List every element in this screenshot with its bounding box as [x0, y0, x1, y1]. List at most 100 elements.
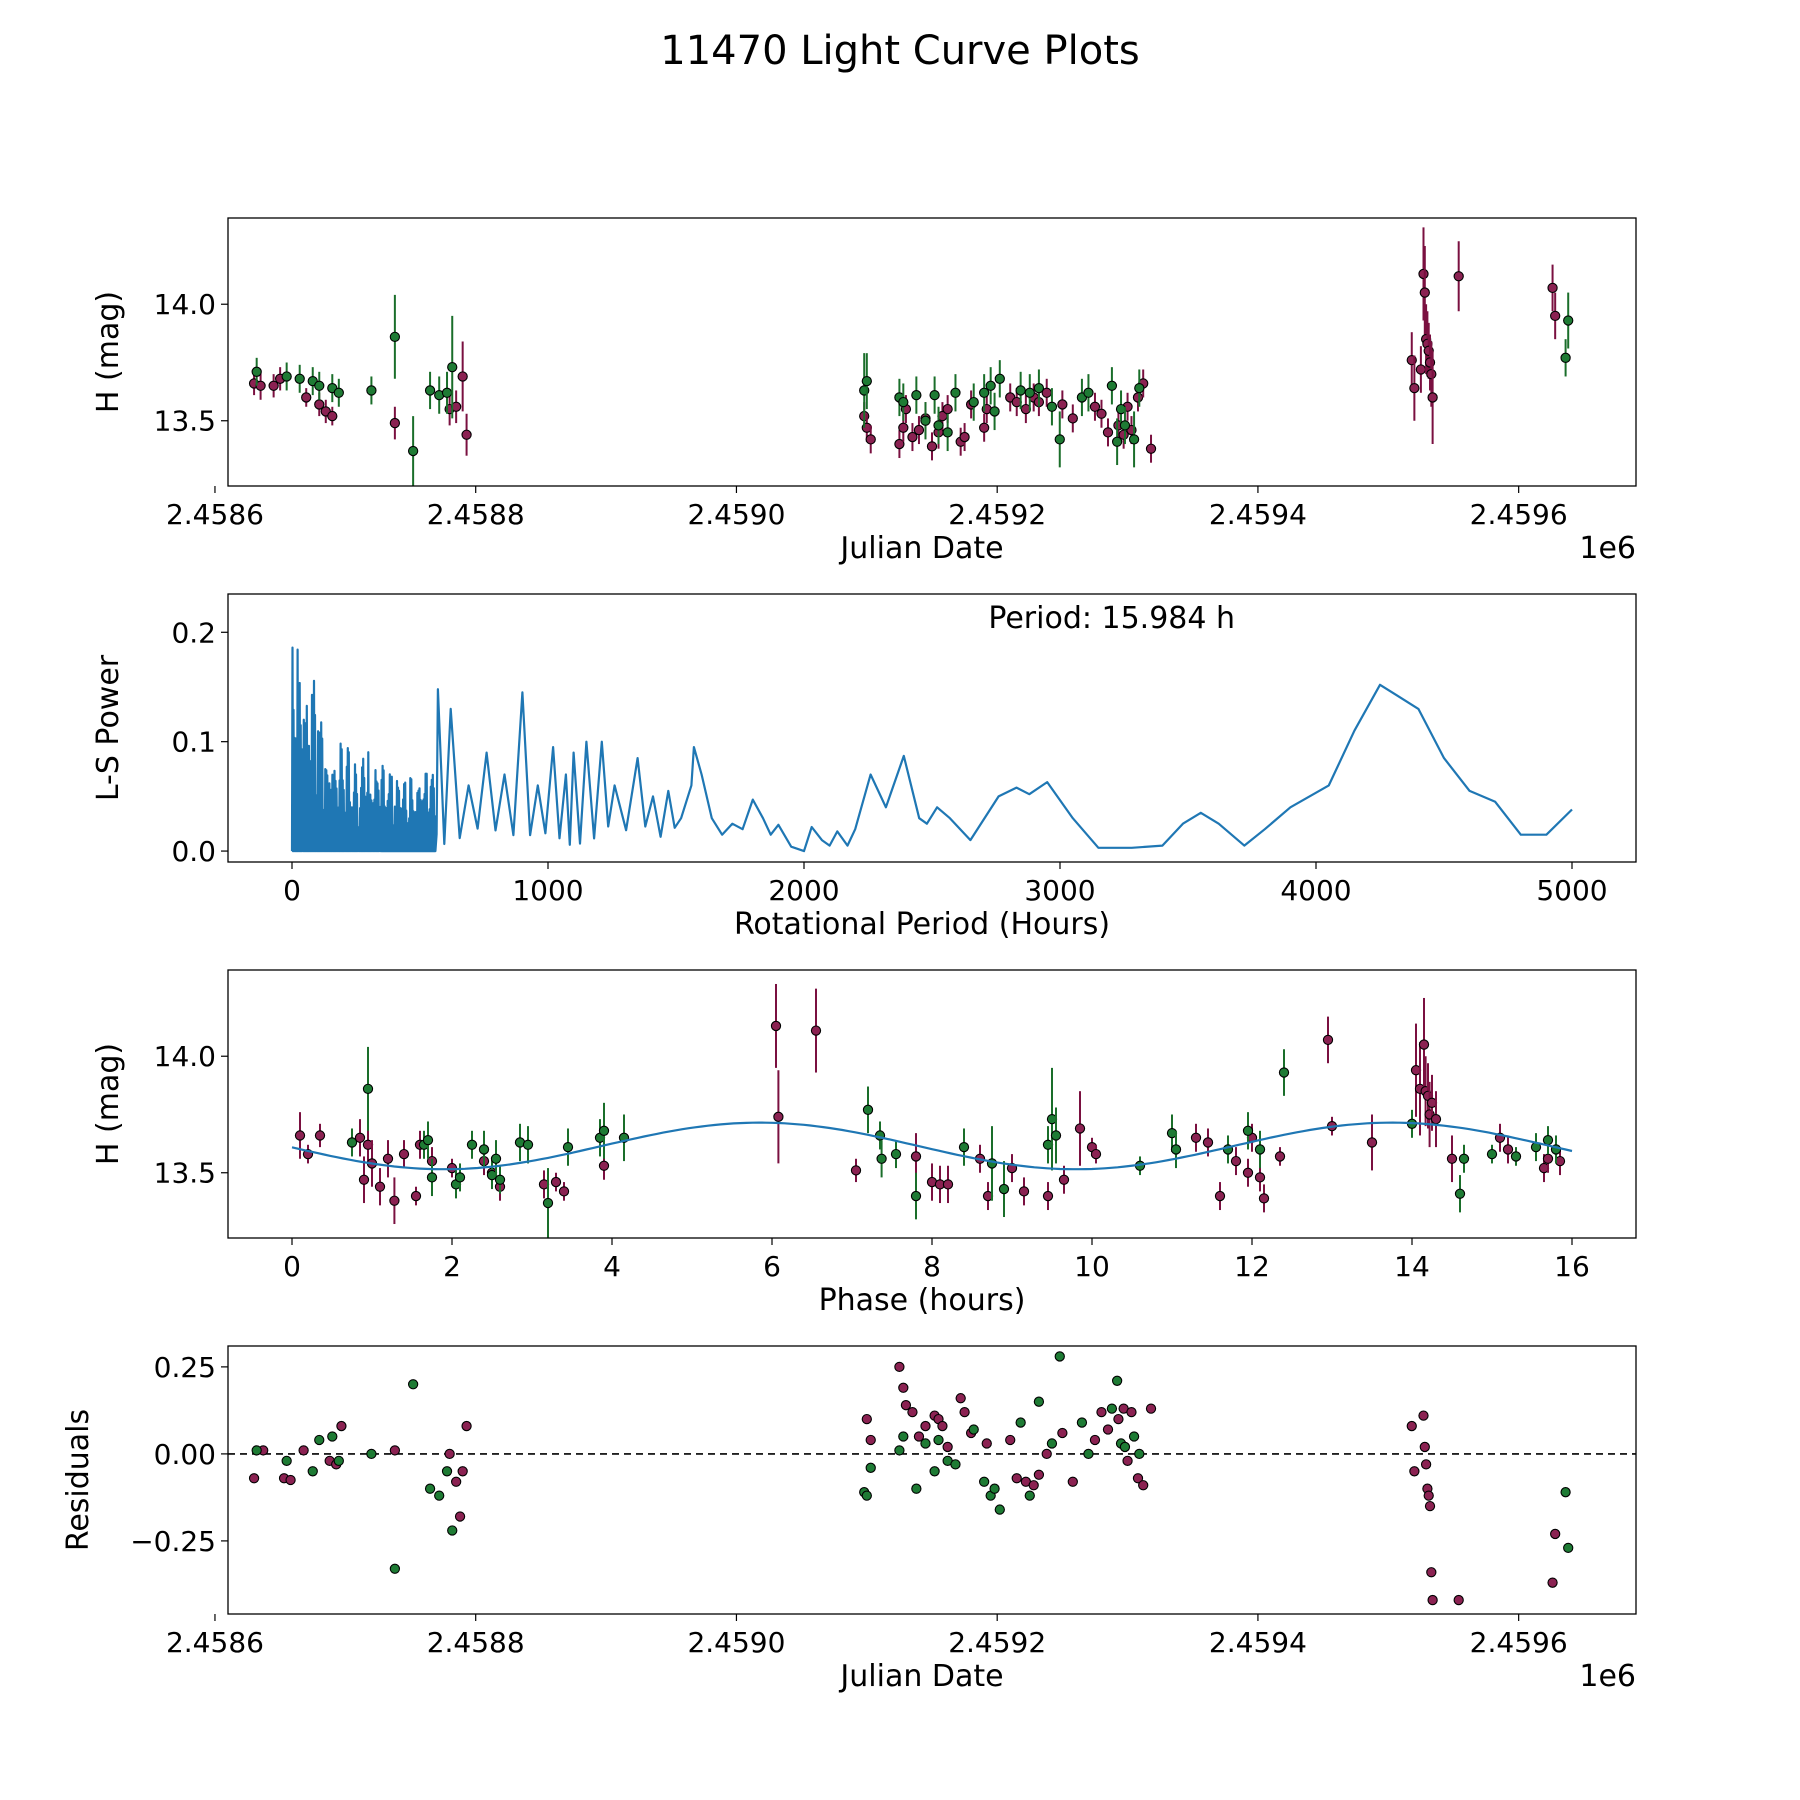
data-point: [1102, 1424, 1114, 1435]
data-point: [894, 1445, 905, 1456]
data-point: [1005, 1434, 1016, 1446]
data-point: [478, 1144, 490, 1155]
data-point: [933, 420, 944, 431]
series-a: [248, 1361, 1561, 1606]
data-point: [466, 1139, 478, 1150]
data-point: [1278, 1067, 1290, 1078]
data-point: [389, 331, 401, 343]
data-point: [1418, 268, 1429, 280]
data-point: [447, 1525, 458, 1536]
x-offset-label: 1e6: [1579, 531, 1636, 566]
data-point: [920, 415, 931, 426]
data-point: [1054, 434, 1065, 445]
x-tick-label: 2.4590: [687, 498, 785, 531]
data-point: [898, 1431, 909, 1442]
data-point: [894, 438, 905, 450]
data-point: [1046, 1438, 1058, 1449]
data-point: [1102, 427, 1114, 438]
data-point: [1550, 1528, 1561, 1540]
data-point: [598, 1160, 610, 1171]
data-point: [1083, 1448, 1094, 1460]
x-tick-label: 2.4590: [687, 1626, 785, 1659]
data-point: [248, 1473, 260, 1484]
data-point: [454, 1511, 466, 1522]
data-point: [913, 424, 925, 436]
data-point: [998, 1183, 1010, 1195]
data-point: [898, 422, 909, 433]
data-point: [1134, 1448, 1145, 1460]
data-point: [374, 1181, 386, 1192]
data-point: [1058, 1174, 1070, 1185]
plot-frame: [227, 217, 1637, 487]
data-point: [926, 441, 938, 452]
figure-title: 11470 Light Curve Plots: [660, 28, 1140, 74]
x-tick-label: 8: [923, 1250, 941, 1283]
data-point: [1214, 1190, 1226, 1202]
data-point: [1170, 1144, 1182, 1155]
data-point: [911, 1483, 922, 1494]
data-point: [1134, 382, 1145, 394]
data-point: [1024, 387, 1035, 398]
x-tick-label: 3000: [1024, 874, 1095, 907]
data-point: [366, 1448, 377, 1460]
x-tick-label: 12: [1234, 1250, 1270, 1283]
x-tick-label: 16: [1554, 1250, 1590, 1283]
data-point: [389, 1563, 401, 1574]
y-tick-label: 13.5: [154, 405, 216, 438]
data-point: [1406, 1420, 1417, 1432]
x-tick-label: 4000: [1280, 874, 1351, 907]
data-point: [1430, 1113, 1442, 1125]
data-point: [1409, 382, 1420, 394]
data-point: [1423, 1490, 1434, 1501]
data-point: [1096, 1406, 1107, 1418]
data-point: [1145, 1403, 1157, 1414]
data-point: [1542, 1134, 1554, 1146]
data-point: [1076, 1417, 1088, 1428]
data-point: [958, 1141, 970, 1153]
data-point: [333, 1455, 344, 1467]
data-point: [1458, 1153, 1470, 1164]
data-point: [314, 1130, 326, 1141]
data-point: [1145, 443, 1157, 454]
data-point: [281, 371, 292, 382]
data-point: [978, 387, 990, 398]
data-point: [1560, 1487, 1571, 1498]
data-point: [307, 1466, 318, 1477]
data-point: [407, 445, 419, 457]
data-point: [366, 385, 377, 396]
data-point: [898, 1382, 909, 1393]
data-point: [1089, 1434, 1101, 1446]
data-point: [989, 406, 1000, 417]
data-point: [1128, 1431, 1140, 1442]
data-point: [1015, 385, 1026, 396]
data-point: [441, 1466, 453, 1477]
data-point: [314, 399, 325, 410]
data-point: [933, 1434, 944, 1446]
data-point: [861, 1413, 872, 1425]
data-point: [910, 1151, 922, 1162]
data-point: [447, 361, 458, 373]
data-point: [920, 1438, 931, 1449]
data-point: [1510, 1151, 1522, 1162]
data-point: [389, 1445, 401, 1456]
data-point: [598, 1125, 610, 1136]
x-tick-label: 0: [283, 874, 301, 907]
data-point: [441, 387, 453, 398]
data-point: [929, 1466, 940, 1477]
data-point: [490, 1153, 502, 1164]
data-point: [1067, 413, 1078, 424]
data-point: [457, 1466, 468, 1477]
period-annotation: Period: 15.984 h: [988, 601, 1235, 636]
data-point: [959, 431, 970, 443]
data-point: [1563, 1542, 1574, 1554]
x-tick-label: 2.4588: [427, 498, 525, 531]
x-tick-label: 2.4588: [427, 1626, 525, 1659]
data-point: [950, 1459, 961, 1470]
data-point: [354, 1132, 366, 1143]
data-point: [461, 1420, 472, 1432]
data-point: [942, 427, 953, 438]
y-tick-label: 0.25: [154, 1351, 216, 1384]
data-point: [1426, 368, 1437, 380]
data-point: [461, 429, 472, 440]
data-point: [937, 1420, 948, 1432]
